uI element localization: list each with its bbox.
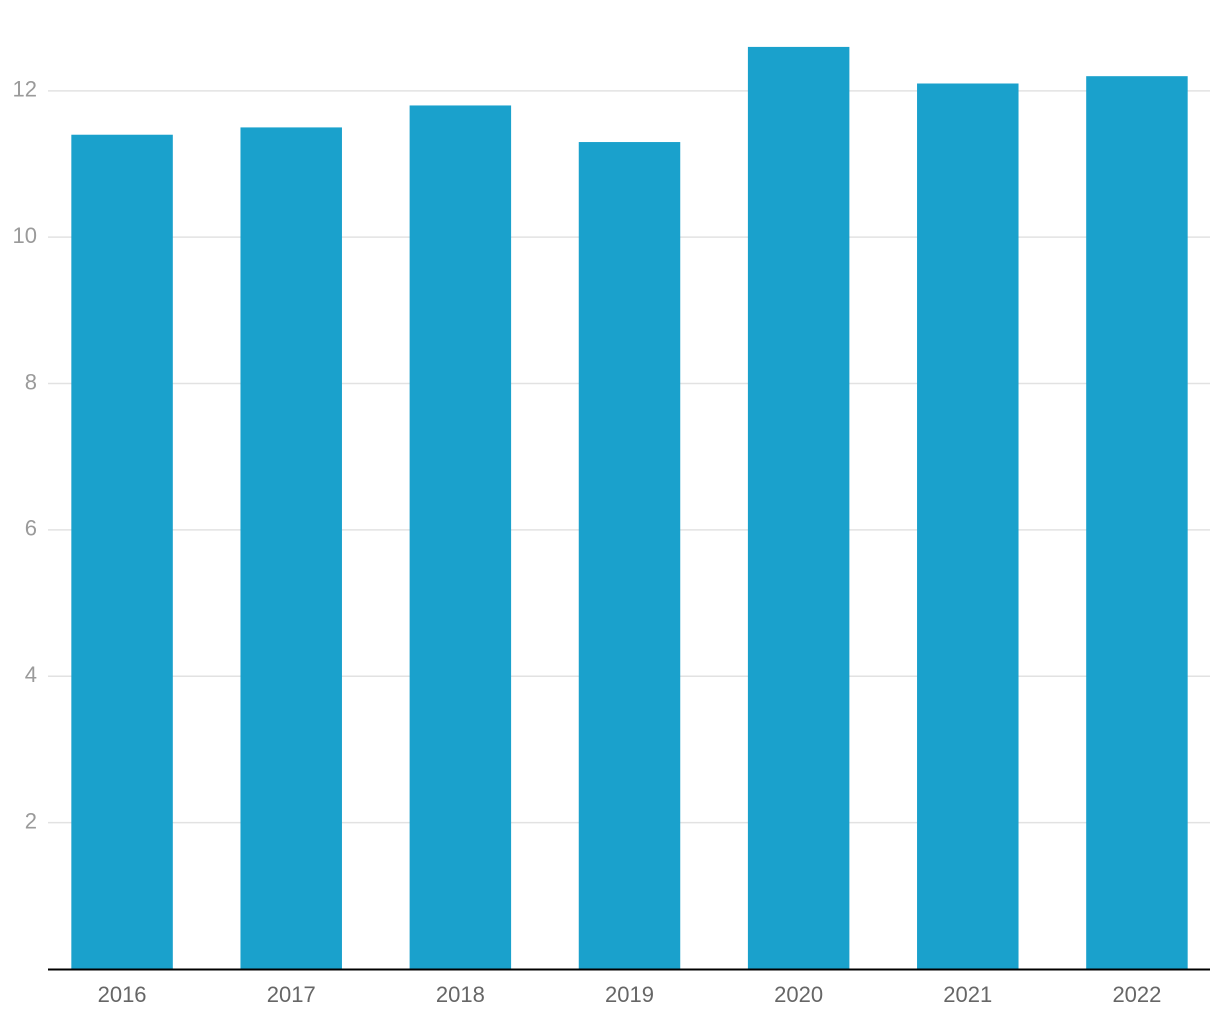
y-tick-label: 6: [25, 516, 37, 541]
y-tick-label: 12: [13, 77, 37, 102]
y-tick-label: 10: [13, 223, 37, 248]
bar: [71, 134, 173, 969]
bar: [747, 46, 850, 969]
bar: [578, 142, 681, 969]
bars: 2016 2017 2018 2019 2020 2021 2022: [71, 46, 1188, 1007]
bar: [240, 127, 342, 970]
x-tick-label: 2018: [436, 982, 485, 1007]
y-tick-label: 4: [25, 662, 37, 687]
bar: [409, 105, 512, 970]
y-tick-label: 2: [25, 808, 37, 833]
x-tick-label: 2017: [267, 982, 316, 1007]
x-tick-label: 2016: [98, 982, 147, 1007]
bar: [1086, 76, 1188, 969]
bar: [917, 83, 1019, 969]
x-tick-label: 2019: [605, 982, 654, 1007]
x-tick-label: 2022: [1112, 982, 1161, 1007]
x-tick-label: 2020: [774, 982, 823, 1007]
x-tick-label: 2021: [943, 982, 992, 1007]
y-tick-label: 8: [25, 369, 37, 394]
